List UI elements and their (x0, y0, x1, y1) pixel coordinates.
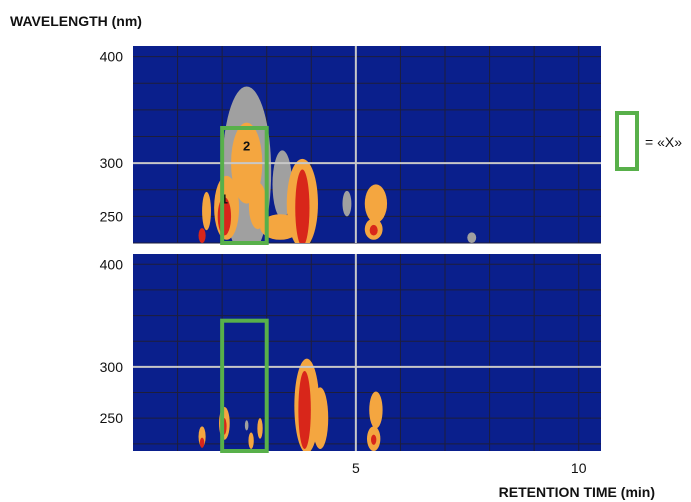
bottom-panel: 400 300 250 5 10 (100, 254, 601, 476)
x-axis-title: RETENTION TIME (min) (499, 484, 655, 500)
panel0-grid (133, 46, 601, 244)
top-panel: 400 300 250 1 2 (100, 46, 601, 245)
panel0-peak-annotation: 2 (243, 138, 250, 153)
panel0-peaks (198, 86, 477, 243)
legend: = «X» (615, 111, 682, 171)
panel1-peak-high (298, 370, 311, 449)
panel1-x-tick-label: 5 (352, 460, 360, 476)
panel0-peak-low (342, 190, 352, 217)
panel0-y-tick-label: 400 (100, 49, 124, 65)
panel0-peak-high (369, 224, 378, 236)
panel0-peak-mid (364, 184, 388, 223)
panel0-peak-low (467, 232, 477, 243)
panel1-plot-area (133, 254, 601, 451)
panel1-peak-mid (257, 418, 263, 439)
panel1-peak-mid (248, 432, 254, 449)
y-axis-title: WAVELENGTH (nm) (10, 13, 142, 29)
legend-box-icon (615, 111, 639, 171)
panel0-peak-mid (202, 191, 212, 231)
panel0-peak-annotation: 1 (221, 192, 228, 207)
panel0-highlight-box (220, 125, 269, 245)
panel1-peak-low (244, 420, 249, 431)
panel1-y-tick-label: 300 (100, 359, 124, 375)
panel0-y-tick-label: 250 (100, 208, 124, 224)
panel0-peak-high (295, 169, 310, 243)
panel1-highlight-box (220, 318, 269, 454)
panel1-peak-mid (312, 387, 329, 449)
legend-label: = «X» (645, 134, 682, 150)
panel0-y-tick-label: 300 (100, 155, 124, 171)
panel1-peak-high (199, 437, 205, 448)
panel1-peak-high (371, 434, 377, 445)
panel0-peak-mid (248, 182, 267, 230)
panel1-y-tick-label: 250 (100, 410, 124, 426)
panel0-peak-high (198, 228, 206, 243)
panel1-y-tick-label: 400 (100, 256, 124, 272)
panel1-peak-mid (369, 391, 383, 429)
panel1-x-tick-label: 10 (571, 460, 587, 476)
